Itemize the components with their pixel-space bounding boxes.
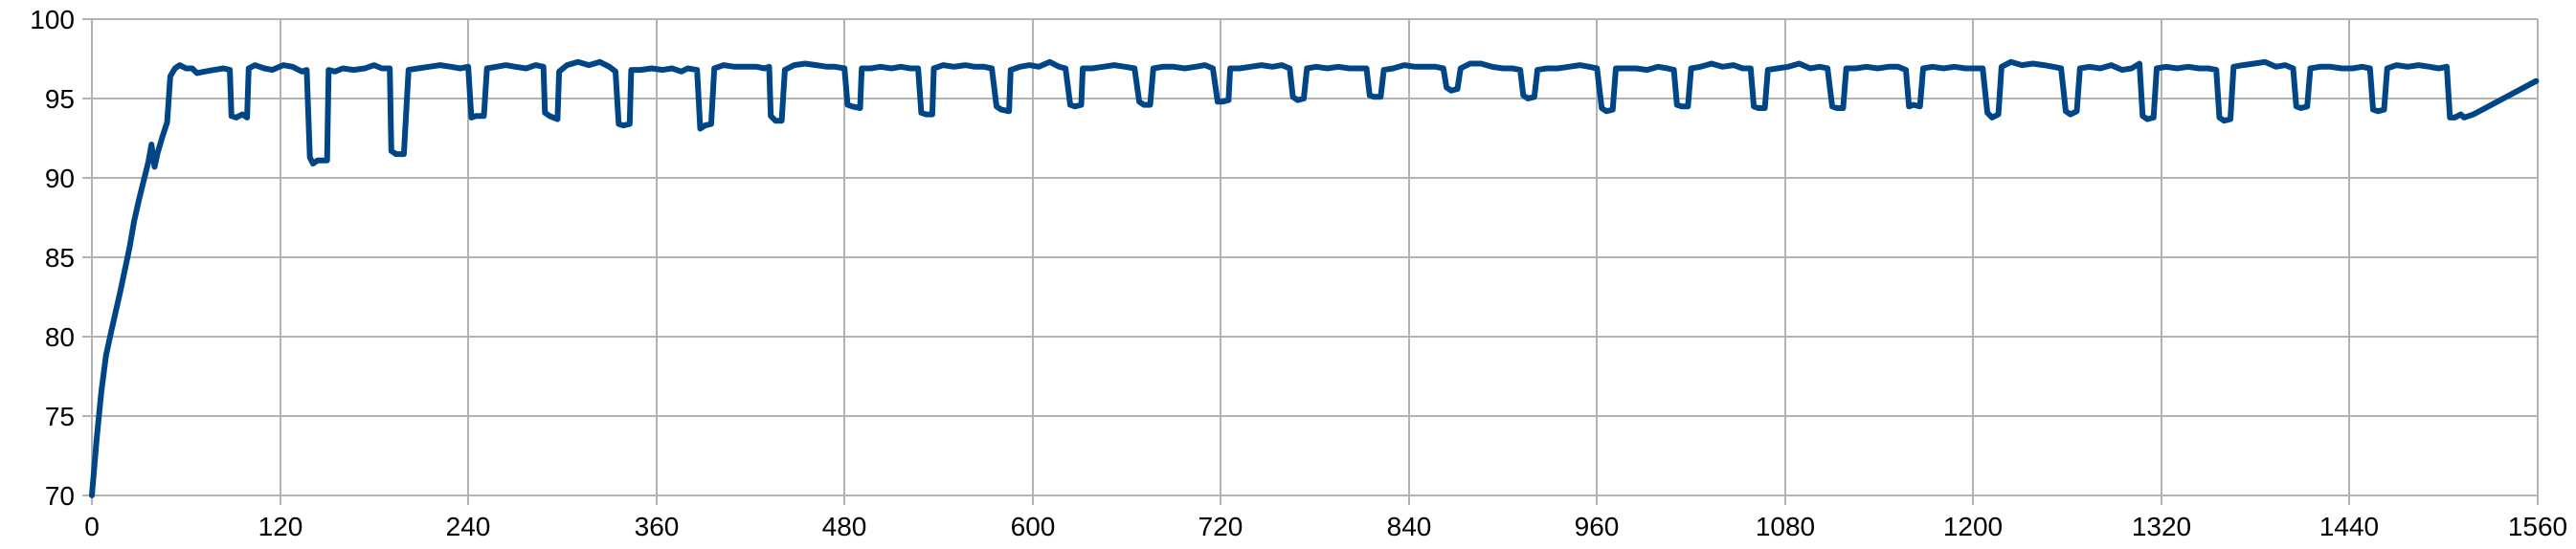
x-tick-label: 840 xyxy=(1387,512,1432,541)
x-tick-label: 240 xyxy=(446,512,491,541)
grid-layer xyxy=(82,18,2539,505)
x-tick-label: 960 xyxy=(1575,512,1620,541)
x-tick-label: 120 xyxy=(258,512,303,541)
y-tick-label: 100 xyxy=(30,5,75,34)
x-axis-labels: 0 120 240 360 480 600 720 840 960 1080 1200 1320 144… xyxy=(84,512,2567,541)
y-tick-label: 95 xyxy=(45,84,75,114)
y-tick-label: 90 xyxy=(45,164,75,193)
y-tick-label: 80 xyxy=(45,322,75,352)
x-tick-label: 1200 xyxy=(1943,512,2003,541)
x-tick-label: 1560 xyxy=(2508,512,2567,541)
x-tick-label: 1320 xyxy=(2132,512,2191,541)
x-tick-label: 480 xyxy=(822,512,867,541)
x-tick-label: 720 xyxy=(1198,512,1243,541)
y-axis-labels: 70 75 80 85 90 95 100 xyxy=(30,5,75,511)
y-tick-label: 70 xyxy=(45,481,75,511)
x-tick-label: 600 xyxy=(1011,512,1056,541)
x-tick-label: 1440 xyxy=(2319,512,2379,541)
series-line-0 xyxy=(89,58,2540,498)
y-tick-label: 85 xyxy=(45,243,75,273)
x-tick-label: 1080 xyxy=(1756,512,1815,541)
x-tick-label: 360 xyxy=(635,512,680,541)
x-tick-label: 0 xyxy=(84,512,100,541)
series-layer xyxy=(89,58,2540,498)
y-tick-label: 75 xyxy=(45,402,75,431)
